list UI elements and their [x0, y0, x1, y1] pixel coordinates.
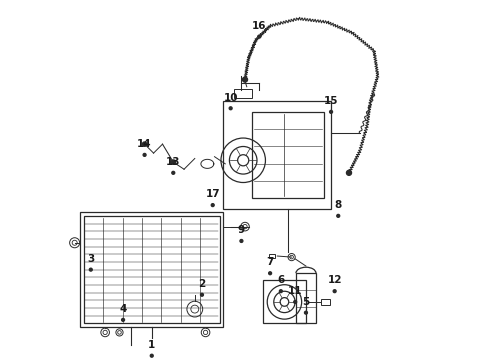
Circle shape: [330, 111, 333, 113]
Bar: [263, 280, 306, 323]
Bar: [80, 212, 223, 327]
Text: 1: 1: [148, 340, 155, 350]
Text: 16: 16: [252, 21, 267, 31]
Text: 6: 6: [277, 275, 285, 285]
Circle shape: [200, 293, 203, 296]
Circle shape: [258, 35, 261, 38]
Text: 11: 11: [288, 286, 302, 296]
Bar: [252, 112, 324, 198]
Text: 8: 8: [335, 200, 342, 210]
Circle shape: [171, 160, 175, 164]
Circle shape: [143, 142, 147, 146]
Circle shape: [150, 354, 153, 357]
Circle shape: [240, 239, 243, 242]
Circle shape: [172, 171, 175, 174]
Text: 10: 10: [223, 93, 238, 103]
Text: 13: 13: [166, 157, 180, 167]
Circle shape: [122, 319, 124, 321]
Circle shape: [279, 290, 282, 293]
Text: 4: 4: [120, 304, 127, 314]
Bar: [321, 299, 330, 305]
Circle shape: [143, 153, 146, 156]
Bar: [269, 254, 275, 258]
Circle shape: [269, 272, 271, 275]
Text: 14: 14: [137, 139, 152, 149]
Text: 2: 2: [198, 279, 206, 289]
Bar: [223, 101, 331, 209]
Bar: [234, 89, 252, 98]
Bar: [84, 216, 220, 323]
Text: 7: 7: [267, 257, 274, 267]
Circle shape: [346, 170, 351, 175]
Text: 15: 15: [324, 96, 338, 106]
Text: 5: 5: [302, 297, 310, 307]
Text: 3: 3: [87, 254, 95, 264]
Circle shape: [294, 301, 296, 303]
Bar: [296, 273, 316, 323]
Circle shape: [304, 311, 307, 314]
Text: 17: 17: [205, 189, 220, 199]
Text: 9: 9: [238, 225, 245, 235]
Circle shape: [333, 290, 336, 293]
Circle shape: [243, 77, 247, 82]
Circle shape: [89, 268, 92, 271]
Circle shape: [211, 204, 214, 207]
Circle shape: [337, 215, 340, 217]
Circle shape: [229, 107, 232, 110]
Text: 12: 12: [327, 275, 342, 285]
